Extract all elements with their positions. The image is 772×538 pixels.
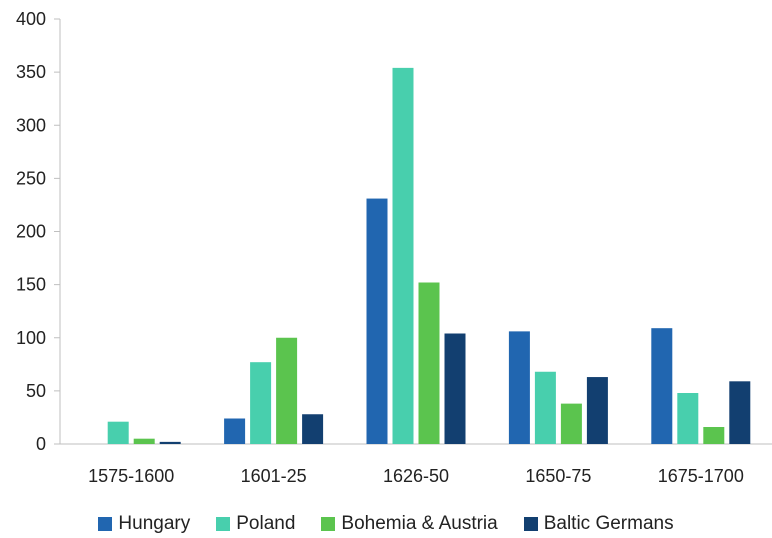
x-tick-label: 1675-1700: [658, 466, 744, 486]
bar: [560, 403, 582, 444]
legend-item: Baltic Germans: [523, 513, 674, 535]
legend: Hungary Poland Bohemia & Austria Baltic Ger…: [0, 510, 772, 538]
bar: [133, 438, 155, 444]
y-axis: 0 50 100 150 200 250 300 350 400: [16, 9, 61, 454]
bar: [703, 427, 725, 444]
bar: [651, 328, 673, 444]
legend-item: Poland: [216, 513, 295, 535]
legend-label: Bohemia & Austria: [341, 513, 498, 534]
bar: [677, 393, 699, 444]
bar: [276, 337, 298, 444]
bar: [418, 282, 440, 444]
y-tick-label: 100: [16, 328, 46, 348]
legend-label: Hungary: [118, 513, 191, 534]
legend-swatch: [321, 517, 336, 531]
x-tick-label: 1626-50: [383, 466, 449, 486]
legend-label: Poland: [236, 513, 296, 534]
bar: [534, 371, 556, 444]
legend-swatch: [98, 517, 113, 531]
x-tick-label: 1575-1600: [88, 466, 174, 486]
bar-group: [366, 67, 466, 444]
bar-group: [508, 331, 608, 444]
bar-group: [224, 337, 324, 444]
y-tick-label: 50: [26, 381, 46, 401]
bar: [508, 331, 530, 444]
bar: [107, 421, 129, 444]
bar: [444, 333, 466, 444]
x-axis: 1575-1600 1601-25 1626-50 1650-75 1675-1700: [60, 443, 772, 486]
legend-swatch: [216, 517, 231, 531]
y-tick-label: 350: [16, 62, 46, 82]
bar: [392, 67, 414, 444]
bar-group: [651, 328, 751, 444]
bar: [586, 377, 608, 444]
bar: [250, 362, 272, 444]
y-tick-label: 300: [16, 115, 46, 135]
legend-item: Hungary: [98, 513, 190, 535]
legend-label: Baltic Germans: [543, 513, 674, 534]
y-tick-label: 0: [36, 434, 46, 454]
y-tick-label: 200: [16, 222, 46, 242]
y-tick-label: 150: [16, 275, 46, 295]
bar-chart: 0 50 100 150 200 250 300 350 400 1575-1600 1601-2…: [16, 9, 772, 486]
bar-group: [107, 421, 181, 444]
x-tick-label: 1601-25: [241, 466, 307, 486]
y-tick-label: 400: [16, 9, 46, 29]
bar: [224, 418, 246, 444]
bar: [159, 441, 181, 444]
x-tick-label: 1650-75: [525, 466, 591, 486]
y-tick-label: 250: [16, 168, 46, 188]
bar: [366, 198, 388, 444]
legend-swatch: [523, 517, 538, 531]
bar: [729, 381, 751, 444]
bars: [107, 67, 751, 444]
legend-item: Bohemia & Austria: [321, 513, 498, 535]
bar: [302, 414, 324, 444]
